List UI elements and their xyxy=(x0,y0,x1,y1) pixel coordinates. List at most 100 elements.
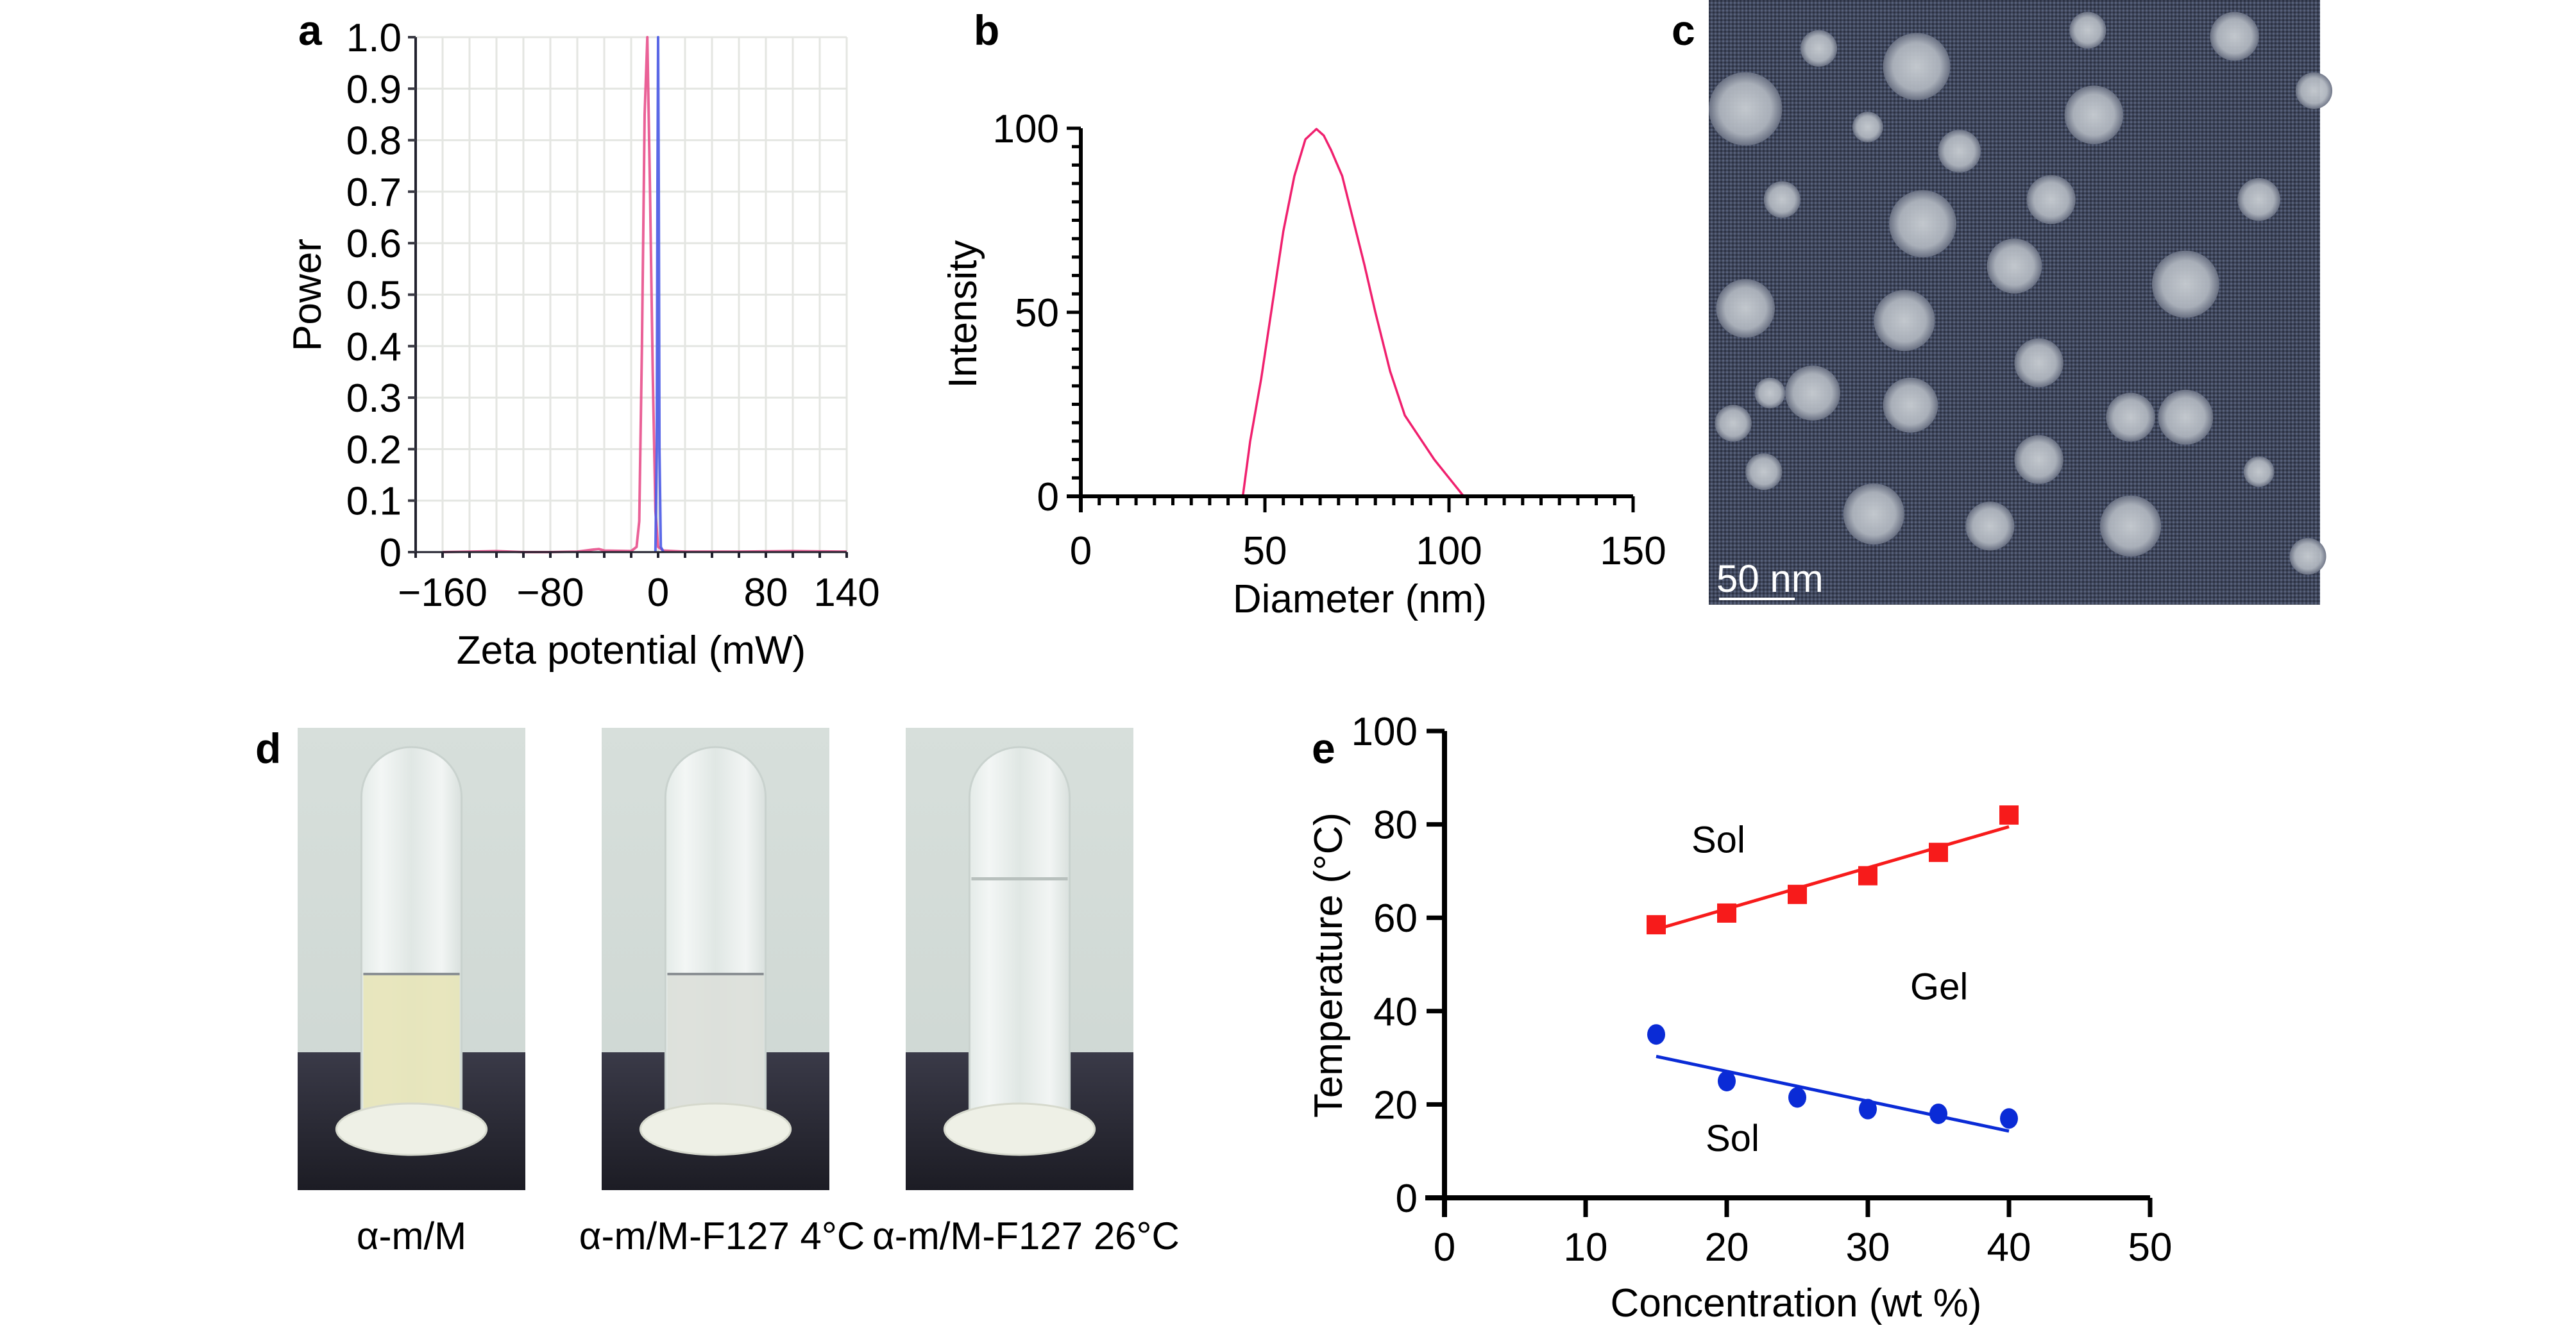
a-y-tick-label: 0 xyxy=(380,531,402,575)
e-y-tick-label: 20 xyxy=(1373,1083,1418,1127)
e-circle-point xyxy=(2000,1108,2018,1129)
tem-particle xyxy=(1965,501,2015,551)
e-region-labels: Sol Gel Sol xyxy=(1691,819,1968,1159)
e-circle-point xyxy=(1718,1071,1736,1091)
e-axes xyxy=(1425,728,2153,1217)
e-square-point xyxy=(1999,805,2019,825)
panel-e-phase-diagram: 0 20 40 60 80 100 0 10 20 30 40 50 Sol Gel Sol Concen… xyxy=(1307,710,2172,1325)
e-y-tick-label: 40 xyxy=(1373,990,1418,1034)
tem-particle xyxy=(1852,112,1883,142)
tem-particle xyxy=(2014,338,2063,387)
a-x-tick-label: 140 xyxy=(813,571,879,615)
e-square-point xyxy=(1647,915,1666,935)
panel-d-photos: α-m/M α-m/M-F127 4°C α-m/M-F127 26°C xyxy=(298,728,1180,1257)
b-y-axis-title: Intensity xyxy=(941,240,985,389)
e-square-point xyxy=(1788,884,1807,904)
tem-particle xyxy=(1883,377,1938,433)
a-y-tick-label: 0.4 xyxy=(346,325,402,369)
b-y-tick-label: 100 xyxy=(993,107,1059,151)
b-y-tick-label: 50 xyxy=(1015,291,1059,335)
photo-caption: α-m/M-F127 4°C xyxy=(579,1215,865,1257)
e-circle-point xyxy=(1788,1087,1806,1108)
tem-particle xyxy=(1785,366,1840,421)
a-x-axis-title: Zeta potential (mW) xyxy=(457,628,806,673)
tem-particle xyxy=(1754,378,1786,408)
b-series-line xyxy=(1103,128,1633,498)
b-tick-labels: 0 50 100 0 50 100 150 xyxy=(993,107,1666,573)
e-fit-lines xyxy=(1656,825,2010,1133)
a-x-tick-label: −80 xyxy=(516,571,584,615)
photo-caption: α-m/M-F127 26°C xyxy=(872,1215,1180,1257)
panel-label-b: b xyxy=(974,6,999,54)
b-axes xyxy=(1067,126,1635,512)
e-circle-point xyxy=(1647,1024,1665,1045)
tube-photo-1: α-m/M xyxy=(298,728,525,1257)
tube-photo-3: α-m/M-F127 26°C xyxy=(872,728,1180,1257)
tem-particle xyxy=(1843,483,1904,545)
e-circle-point xyxy=(1929,1103,1947,1124)
tem-particle xyxy=(2069,12,2106,49)
panel-label-c: c xyxy=(1672,6,1695,54)
e-tick-labels: 0 20 40 60 80 100 0 10 20 30 40 50 xyxy=(1352,710,2173,1270)
tube-body xyxy=(968,746,1071,1114)
e-x-tick-label: 40 xyxy=(1987,1225,2031,1270)
tem-particle xyxy=(2243,456,2275,487)
b-y-tick-label: 0 xyxy=(1037,475,1059,519)
tube-cap xyxy=(335,1102,488,1156)
tem-background xyxy=(1709,0,2320,605)
tem-particle xyxy=(1800,29,1838,67)
tem-particle xyxy=(2295,72,2333,110)
b-x-tick-label: 0 xyxy=(1070,529,1092,573)
photo-caption: α-m/M xyxy=(357,1215,466,1257)
tem-particle xyxy=(1709,72,1783,146)
tem-particle xyxy=(2099,495,2162,557)
panel-label-e: e xyxy=(1312,725,1335,772)
b-series-group xyxy=(1103,128,1633,498)
a-x-tick-label: −160 xyxy=(398,571,487,615)
panel-b-size-chart: 0 50 100 0 50 100 150 Diameter (nm) Intensity xyxy=(941,107,1666,621)
b-x-tick-label: 100 xyxy=(1416,529,1482,573)
a-y-tick-label: 1.0 xyxy=(346,16,402,60)
tem-particle xyxy=(1987,239,2042,294)
tem-particle xyxy=(2026,175,2076,224)
a-y-tick-label: 0.9 xyxy=(346,67,402,112)
e-circle-point xyxy=(1859,1098,1877,1120)
tem-particle xyxy=(2014,435,2063,484)
tube-liquid xyxy=(363,974,460,1113)
a-x-tick-label: 80 xyxy=(744,571,788,615)
tube-photo-2: α-m/M-F127 4°C xyxy=(579,728,865,1257)
a-y-tick-label: 0.5 xyxy=(346,274,402,318)
e-y-tick-label: 80 xyxy=(1373,803,1418,848)
e-region-label-sol: Sol xyxy=(1706,1118,1759,1159)
a-y-axis-title: Power xyxy=(285,239,330,351)
tem-particle xyxy=(1938,130,1981,173)
tem-particles xyxy=(1709,12,2333,575)
a-y-tick-label: 0.8 xyxy=(346,119,402,164)
scale-bar xyxy=(1719,598,1795,600)
panel-a-zeta-chart: 0 0.1 0.2 0.3 0.4 0.5 0.6 0.7 0.8 0.9 1.0 −160 −80 0 8… xyxy=(285,16,880,673)
a-series-line-blue xyxy=(654,36,665,553)
tube-cap xyxy=(639,1102,792,1156)
tem-particle xyxy=(1715,405,1752,442)
e-y-tick-label: 60 xyxy=(1373,896,1418,941)
b-x-tick-label: 50 xyxy=(1243,529,1287,573)
e-x-tick-label: 30 xyxy=(1846,1225,1890,1270)
a-y-tick-label: 0.6 xyxy=(346,222,402,266)
a-axes xyxy=(408,36,848,558)
a-gridlines xyxy=(416,36,848,552)
tem-particle xyxy=(2151,250,2219,318)
a-y-tick-label: 0.1 xyxy=(346,480,402,524)
e-fit-line-square xyxy=(1656,825,2010,931)
tube-cap xyxy=(943,1102,1096,1156)
tem-particle xyxy=(2237,178,2281,221)
panel-label-d: d xyxy=(255,725,281,772)
a-y-tick-label: 0.7 xyxy=(346,171,402,215)
e-square-point xyxy=(1858,866,1877,886)
e-data-points xyxy=(1647,805,2019,1129)
e-x-tick-label: 20 xyxy=(1705,1225,1749,1270)
a-x-tick-label: 0 xyxy=(647,571,669,615)
tem-particle xyxy=(1763,181,1801,218)
e-x-tick-label: 10 xyxy=(1564,1225,1608,1270)
e-x-tick-label: 50 xyxy=(2128,1225,2173,1270)
tem-particle xyxy=(2158,389,2214,445)
